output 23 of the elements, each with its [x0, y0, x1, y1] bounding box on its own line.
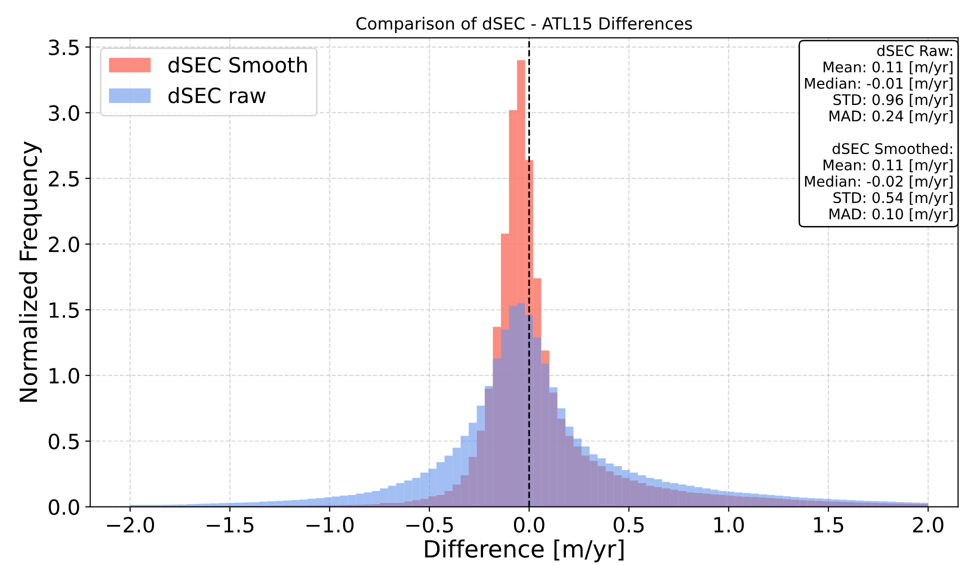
chart-title: Comparison of dSEC - ATL15 Differences — [356, 16, 692, 33]
y-tick-label: 3.0 — [48, 105, 80, 121]
y-tick-label: 1.0 — [50, 368, 80, 384]
y-tick-label: 2.5 — [48, 170, 79, 187]
x-tick-label: −1.0 — [306, 516, 354, 533]
x-tick-label: 1.5 — [814, 517, 844, 533]
x-tick-label: −2.0 — [107, 516, 154, 533]
x-tick-label: −1.5 — [206, 517, 254, 533]
x-tick-label: 0.5 — [614, 516, 644, 533]
x-tick-label: 2.0 — [913, 516, 944, 533]
x-tick-label: 0.0 — [514, 516, 544, 533]
x-tick-label: −0.5 — [406, 516, 453, 533]
legend-label: dSEC raw — [168, 87, 266, 104]
x-axis-title: Difference [m/yr] — [425, 539, 624, 562]
legend-label: dSEC Smooth — [168, 56, 307, 73]
y-axis-title: Normalized Frequency — [18, 141, 42, 402]
y-tick-label: 3.5 — [48, 40, 79, 56]
y-tick-label: 2.0 — [48, 236, 80, 252]
x-tick-label: 1.0 — [714, 516, 744, 533]
y-tick-label: 0.0 — [48, 499, 80, 516]
y-tick-label: 0.5 — [48, 434, 79, 450]
y-tick-label: 1.5 — [50, 302, 79, 318]
text: dSEC Raw: Mean: 0.11 [m/yr] Median: -0.01 [m/yr] STD: 0.96 [m/yr] MAD: 0.24 [m/yr] dSEC Smoothed: Mean: 0.11 [m/yr] Median: -0.02 [m/yr] STD: 0.54 [m/yr] MAD: 0.10 [m/yr] — [805, 44, 952, 222]
